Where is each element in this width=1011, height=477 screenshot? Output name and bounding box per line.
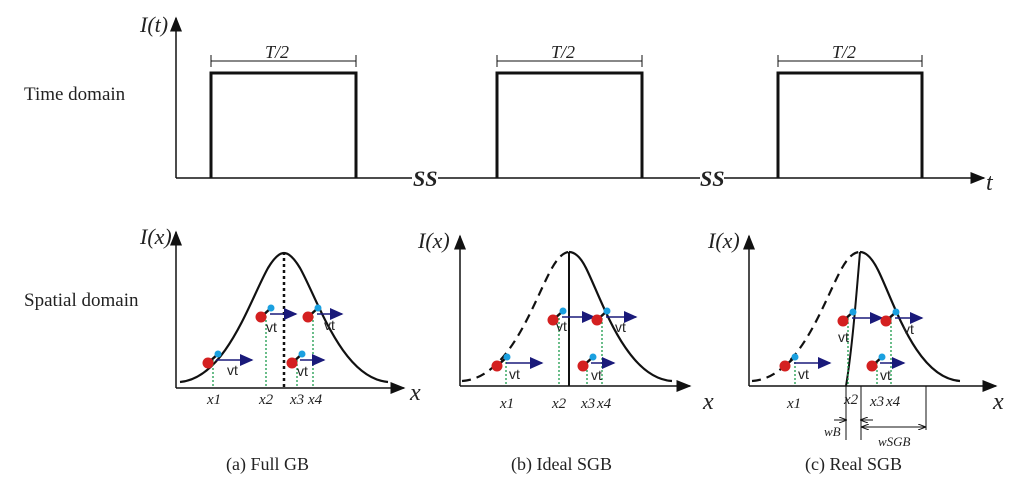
panel-b-atom-1: vt (491, 353, 544, 382)
axis-break-2: SS (700, 166, 724, 191)
panel-c-atom-4: vt (880, 308, 924, 337)
pulse-width-label-3: T/2 (832, 42, 856, 62)
panel-c-caption: (c) Real SGB (805, 454, 902, 475)
pulse-width-label-1: T/2 (265, 42, 289, 62)
panel-c-pos-x3: x3 (869, 394, 884, 410)
panel-b-vt-1: vt (509, 366, 520, 382)
panel-c-vt-2: vt (838, 329, 849, 345)
panel-b-atom-3: vt (577, 353, 616, 383)
pulse-3: T/2 (776, 42, 924, 178)
panel-a-atom-3: vt (286, 350, 326, 379)
pulse-2: T/2 (495, 42, 644, 178)
panel-b-atom-2: vt (547, 307, 596, 334)
time-domain-row: Time domain I(t) t SS SS T/2 T/2 (24, 12, 994, 196)
panel-a-y-label: I(x) (139, 224, 172, 249)
spatial-domain-label: Spatial domain (24, 290, 139, 311)
panel-b-vt-2: vt (556, 318, 567, 334)
panel-c-vt-3: vt (880, 367, 891, 383)
panel-a-vt-1: vt (227, 362, 238, 378)
panel-a-pos-x4: x4 (307, 392, 323, 408)
panel-b-pos-x2: x2 (551, 396, 567, 412)
panel-b-pos-x1: x1 (499, 396, 514, 412)
panel-real-sgb: I(x) x vt vt vt (707, 228, 1004, 475)
panel-b-vt-4: vt (615, 319, 626, 335)
panel-c-y-label: I(x) (707, 228, 740, 253)
panel-c-pos-x1: x1 (786, 396, 801, 412)
panel-b-atom-4: vt (591, 307, 638, 335)
panel-a-atom-1: vt (202, 350, 254, 378)
time-x-axis-label: t (986, 170, 994, 196)
panel-a-vt-4: vt (324, 317, 335, 333)
panel-a-pos-x1: x1 (206, 392, 221, 408)
axis-break-1: SS (413, 166, 437, 191)
panel-c-solid-half (859, 250, 961, 383)
panel-full-gb: I(x) x vt vt vt (139, 224, 421, 475)
panel-b-y-label: I(x) (417, 228, 450, 253)
panel-ideal-sgb: I(x) x vt vt vt (417, 228, 714, 475)
panel-a-caption: (a) Full GB (226, 454, 309, 475)
pulse-1: T/2 (209, 42, 358, 178)
panel-c-atom-1: vt (779, 353, 832, 382)
panel-c-wb-label: wB (824, 424, 841, 439)
panel-b-solid-half (568, 250, 673, 383)
panel-b-vt-3: vt (591, 367, 602, 383)
panel-c-atom-2: vt (837, 308, 884, 345)
panel-c-pos-x2: x2 (843, 392, 859, 408)
panel-a-pos-x2: x2 (258, 392, 274, 408)
panel-b-pos-x4: x4 (596, 396, 612, 412)
panel-c-atom-3: vt (866, 353, 906, 383)
pulse-width-label-2: T/2 (551, 42, 575, 62)
panel-c-pos-x4: x4 (885, 394, 901, 410)
panel-c-vt-4: vt (903, 321, 914, 337)
panel-b-x-label: x (702, 389, 714, 415)
panel-a-vt-2: vt (266, 319, 277, 335)
panel-a-x-label: x (409, 380, 421, 406)
panel-c-wsgb-label: wSGB (878, 434, 911, 449)
panel-c-x-label: x (992, 389, 1004, 415)
panel-c-edge-slope (845, 251, 861, 387)
panel-b-pos-x3: x3 (580, 396, 595, 412)
panel-b-caption: (b) Ideal SGB (511, 454, 612, 475)
panel-a-pos-x3: x3 (289, 392, 304, 408)
time-y-axis-label: I(t) (139, 12, 168, 37)
panel-a-atom-4: vt (302, 304, 344, 333)
panel-a-atom-2: vt (255, 304, 298, 335)
panel-c-vt-1: vt (798, 366, 809, 382)
panel-a-vt-3: vt (297, 363, 308, 379)
time-domain-label: Time domain (24, 84, 126, 105)
